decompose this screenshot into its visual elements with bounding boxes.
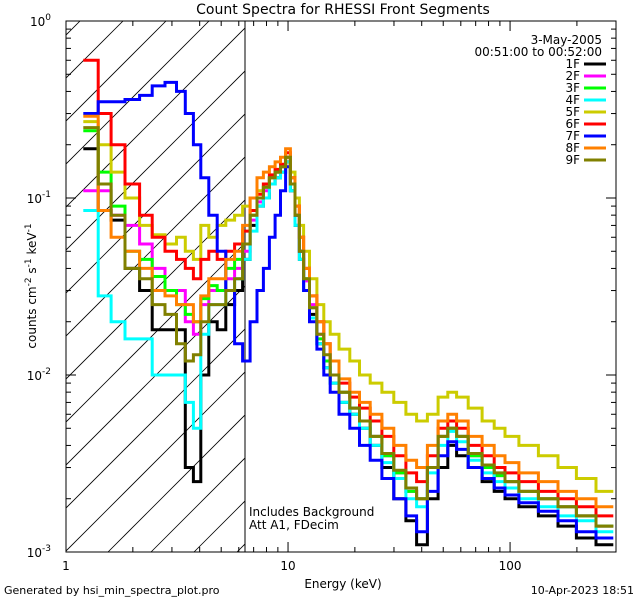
hatch-line [66,21,210,165]
hatch-line [66,27,245,208]
hatch-region [0,0,640,552]
hatch-line [66,21,81,36]
series-5f [83,120,614,493]
hatch-line [66,156,245,337]
legend-label: 7F [565,129,580,143]
hatch-line [66,113,245,294]
y-tick-label: 10-2 [27,367,51,383]
series-4f [83,160,614,534]
series-2f [83,155,614,528]
series-9f [83,126,614,528]
footer-timestamp: 10-Apr-2023 18:51 [530,584,634,597]
legend-label: 6F [565,117,580,131]
hatch-line [66,328,245,509]
date-label: 3-May-2005 [531,33,602,47]
series-layer [83,58,614,547]
series-1f [83,147,614,547]
hatch-line [66,21,167,122]
legend-label: 8F [565,141,580,155]
hatch-line [66,21,124,79]
legend-label: 1F [565,57,580,71]
series-8f [83,114,614,509]
x-tick-label: 1 [62,559,70,573]
legend-label: 2F [565,69,580,83]
note-background: Includes Background [249,505,374,519]
chart-title: Count Spectra for RHESSI Front Segments [196,2,490,18]
series-6f [83,58,614,518]
time-range-label: 00:51:00 to 00:52:00 [475,45,602,59]
hatch-line [66,285,245,466]
hatch-line [66,199,245,380]
y-tick-label: 10-3 [27,544,51,560]
plot-frame [65,20,617,553]
x-tick-label: 100 [499,559,522,573]
y-tick-label: 100 [30,13,51,29]
x-tick-label: 10 [280,559,295,573]
legend-label: 3F [565,81,580,95]
hatch-line [66,242,245,423]
legend-label: 9F [565,153,580,167]
axis-ticks: 1 10 100 100 10-1 10-2 10-3 [27,13,617,573]
series-7f [83,80,614,540]
hatch-line [0,0,106,552]
hatch-line [107,414,245,552]
x-axis-label: Energy (keV) [304,577,381,591]
legend-label: 4F [565,93,580,107]
hatch-line [66,371,245,552]
footer-generator: Generated by hsi_min_spectra_plot.pro [4,584,220,597]
y-tick-label: 10-1 [27,190,51,206]
y-axis-label: counts cm-2 s-1 keV-1 [24,223,39,348]
legend-label: 5F [565,105,580,119]
note-attenuator: Att A1, FDecim [249,518,339,532]
hatch-line [280,0,640,552]
